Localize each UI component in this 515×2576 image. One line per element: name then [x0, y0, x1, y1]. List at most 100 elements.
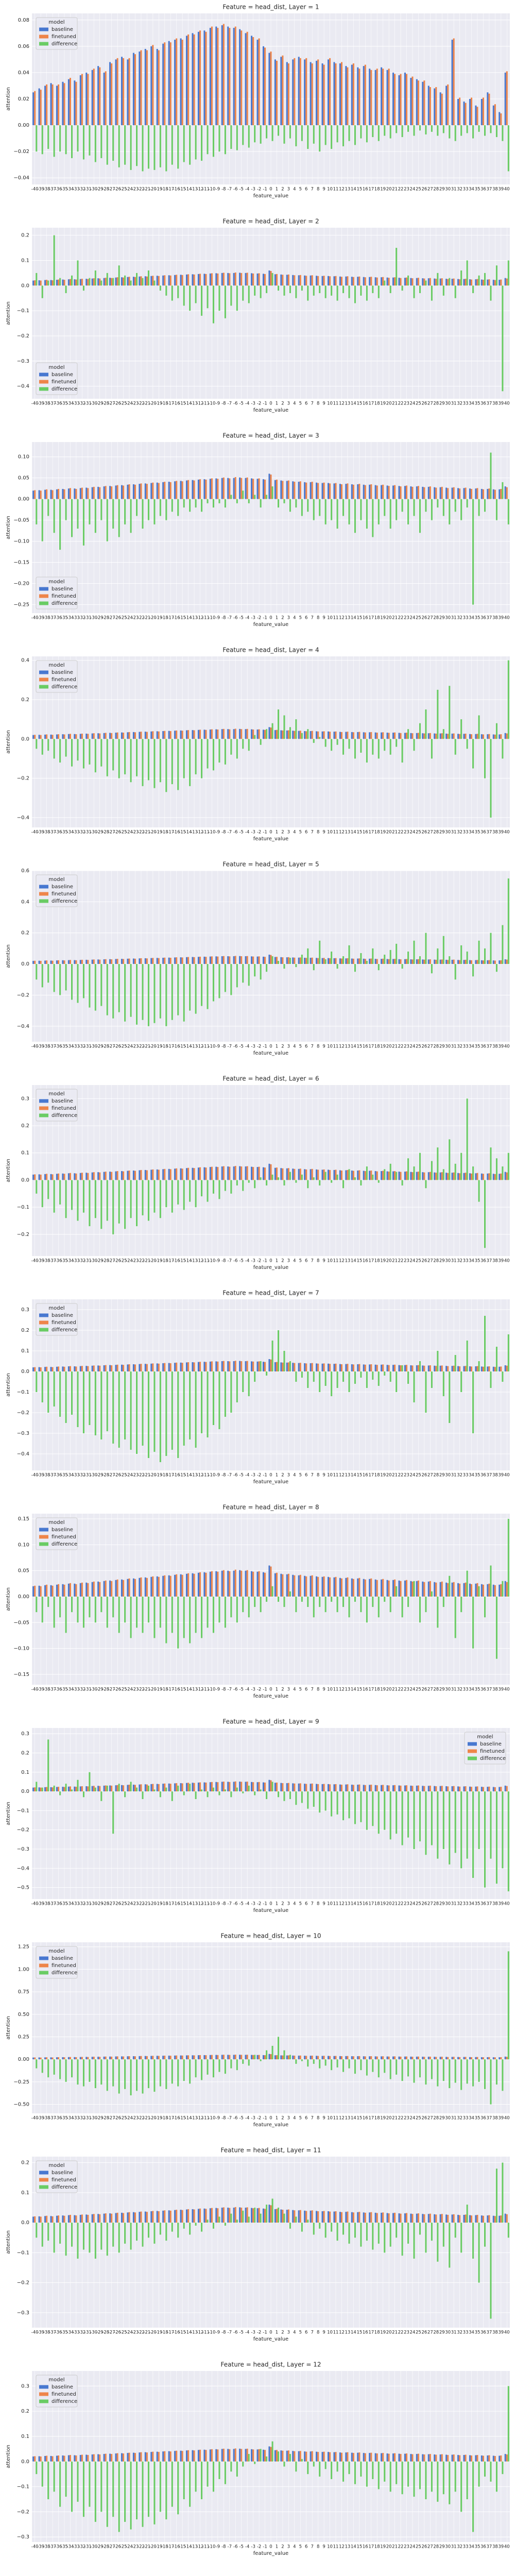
bar	[180, 730, 182, 739]
bar	[239, 728, 241, 739]
x-tick-label: -29	[96, 1902, 104, 1907]
bar	[484, 1596, 486, 1618]
bar	[476, 1583, 478, 1597]
bar	[217, 956, 219, 964]
x-tick-label: 31	[451, 616, 457, 621]
x-tick-label: 20	[386, 187, 392, 192]
bar	[124, 1371, 126, 1439]
bar	[124, 2059, 126, 2089]
bar	[142, 278, 144, 286]
bar	[294, 482, 296, 499]
x-tick-label: -37	[49, 1044, 56, 1049]
bar	[211, 956, 213, 964]
x-tick-label: 15	[356, 187, 362, 192]
bar	[227, 729, 229, 739]
x-tick-label: 20	[386, 1902, 392, 1907]
bar	[276, 479, 278, 499]
x-tick-label: -12	[197, 1473, 204, 1478]
bar	[351, 64, 353, 126]
bar	[396, 1371, 398, 1392]
bar	[416, 1785, 418, 1792]
bar	[404, 2056, 406, 2060]
bar	[441, 278, 443, 286]
x-tick-label: 4	[293, 401, 296, 406]
bar	[457, 960, 459, 964]
bar	[87, 2057, 89, 2060]
bar	[183, 1180, 185, 1210]
bar	[130, 2223, 132, 2250]
bar	[271, 723, 273, 739]
bar	[471, 2215, 473, 2223]
x-tick-label: -22	[138, 1902, 145, 1907]
x-tick-label: 12	[339, 2545, 345, 2550]
x-tick-label: -11	[202, 2330, 210, 2335]
bar	[230, 2059, 232, 2069]
bar	[251, 1782, 253, 1792]
bar	[394, 2056, 396, 2060]
bar	[260, 2213, 262, 2223]
x-tick-label: -18	[161, 401, 168, 406]
bar	[324, 2223, 327, 2238]
bar	[363, 1579, 365, 1597]
x-tick-label: -10	[208, 2116, 215, 2121]
bar	[287, 1573, 289, 1597]
x-tick-label: 24	[410, 1687, 416, 1692]
bar	[227, 1782, 229, 1792]
bar	[427, 1172, 430, 1180]
bar	[299, 1574, 301, 1597]
bar	[507, 2223, 509, 2238]
x-tick-label: 30	[445, 830, 451, 835]
bar	[492, 1366, 494, 1371]
legend-label: finetuned	[52, 891, 76, 897]
bar	[504, 278, 506, 286]
x-tick-label: -21	[143, 2116, 150, 2121]
x-tick-label: 3	[287, 830, 290, 835]
bar	[472, 1371, 474, 1433]
bar	[400, 1365, 402, 1371]
bar	[50, 2456, 52, 2462]
bar	[97, 959, 99, 964]
bar	[417, 486, 419, 499]
bar	[197, 2055, 199, 2060]
bar	[162, 482, 164, 499]
x-tick-label: -6	[233, 1044, 237, 1049]
bar	[471, 2057, 473, 2060]
legend-box	[36, 362, 78, 395]
bar	[58, 1366, 60, 1371]
bar	[158, 1577, 160, 1597]
x-tick-label: 27	[427, 2116, 433, 2121]
bar	[411, 486, 414, 499]
x-tick-label: 3	[287, 1259, 290, 1264]
legend-swatch	[39, 42, 48, 46]
bar	[377, 739, 380, 759]
bar	[74, 734, 76, 739]
bar	[377, 125, 380, 141]
x-tick-label: -37	[49, 401, 56, 406]
bar	[85, 1173, 88, 1180]
bar	[386, 277, 388, 286]
bar	[329, 2211, 331, 2223]
bar	[38, 960, 40, 964]
x-tick-label: 37	[486, 1259, 492, 1264]
bar	[36, 125, 38, 152]
bar	[79, 1786, 81, 1792]
bar	[217, 1571, 219, 1597]
bar	[394, 959, 396, 964]
x-axis-label: feature_value	[253, 1693, 288, 1699]
x-tick-label: 30	[445, 2330, 451, 2335]
bar	[348, 499, 350, 524]
x-tick-label: -12	[197, 1687, 204, 1692]
x-axis-label: feature_value	[253, 2336, 288, 2342]
bar	[425, 280, 427, 286]
x-tick-label: -30	[90, 401, 97, 406]
bar	[74, 960, 76, 964]
bar	[252, 1571, 254, 1597]
bar	[425, 1596, 427, 1613]
x-tick-label: -26	[114, 401, 121, 406]
x-tick-label: 36	[480, 1473, 486, 1478]
bar	[221, 2055, 223, 2060]
bar	[221, 1782, 223, 1792]
bar	[262, 2208, 265, 2223]
bar	[357, 1171, 359, 1180]
